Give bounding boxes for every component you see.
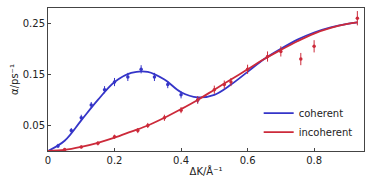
- svg-text:0.6: 0.6: [240, 155, 256, 166]
- svg-text:0.8: 0.8: [306, 155, 322, 166]
- svg-text:0.15: 0.15: [23, 69, 45, 80]
- svg-text:0: 0: [45, 155, 51, 166]
- svg-text:coherent: coherent: [299, 108, 343, 119]
- svg-text:0.25: 0.25: [23, 18, 45, 29]
- svg-text:α/ps⁻¹: α/ps⁻¹: [9, 64, 20, 95]
- svg-text:0.05: 0.05: [23, 120, 45, 131]
- svg-text:0.2: 0.2: [107, 155, 123, 166]
- svg-text:0.4: 0.4: [173, 155, 189, 166]
- svg-text:ΔK/Å⁻¹: ΔK/Å⁻¹: [190, 165, 223, 177]
- svg-text:incoherent: incoherent: [299, 127, 353, 138]
